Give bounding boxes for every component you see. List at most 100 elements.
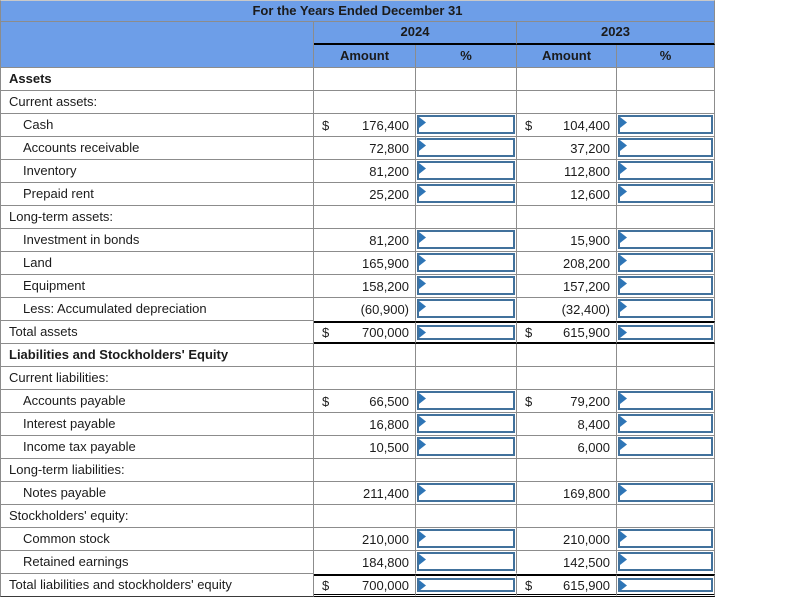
percent-input-box-2023[interactable] xyxy=(618,552,713,571)
percent-input-2024[interactable] xyxy=(419,531,513,546)
percent-input-2023[interactable] xyxy=(620,278,711,293)
percent-input-2023[interactable] xyxy=(620,163,711,178)
amount-value: 37,200 xyxy=(570,140,610,156)
percent-input-box-2024[interactable] xyxy=(417,115,515,134)
year-header-row: 2024 2023 xyxy=(0,22,715,45)
percent-input-box-2023[interactable] xyxy=(618,437,713,456)
percent-input-box-2024[interactable] xyxy=(417,483,515,502)
percent-input-box-2024[interactable] xyxy=(417,253,515,272)
percent-input-box-2023[interactable] xyxy=(618,578,713,592)
percent-input-2024[interactable] xyxy=(419,186,513,201)
row-label: Notes payable xyxy=(0,482,314,505)
percent-input-box-2023[interactable] xyxy=(618,161,713,180)
percent-input-box-2024[interactable] xyxy=(417,578,515,592)
percent-input-box-2024[interactable] xyxy=(417,437,515,456)
percent-input-2024[interactable] xyxy=(419,301,513,316)
percent-cell-2023 xyxy=(617,252,715,275)
percent-input-box-2024[interactable] xyxy=(417,138,515,157)
percent-input-2024[interactable] xyxy=(419,327,513,338)
percent-input-2023[interactable] xyxy=(620,531,711,546)
percent-input-box-2023[interactable] xyxy=(618,325,713,340)
amount-cell-2024: 210,000 xyxy=(314,528,416,551)
percent-input-box-2023[interactable] xyxy=(618,184,713,203)
percent-cell-2024 xyxy=(416,321,517,344)
percent-input-2023[interactable] xyxy=(620,416,711,431)
amount-cell-2023: 8,400 xyxy=(517,413,617,436)
percent-input-2024[interactable] xyxy=(419,416,513,431)
amount-value: 700,000 xyxy=(362,577,409,593)
amount-header-2024: Amount xyxy=(314,45,416,68)
percent-cell-2023 xyxy=(617,367,715,390)
amount-value: 104,400 xyxy=(563,117,610,133)
percent-input-2024[interactable] xyxy=(419,485,513,500)
percent-input-box-2024[interactable] xyxy=(417,184,515,203)
percent-cell-2024 xyxy=(416,160,517,183)
percent-cell-2024 xyxy=(416,482,517,505)
percent-cell-2023 xyxy=(617,91,715,114)
percent-input-2023[interactable] xyxy=(620,186,711,201)
percent-cell-2023 xyxy=(617,436,715,459)
percent-input-box-2024[interactable] xyxy=(417,230,515,249)
table-row: Notes payable 211,400 169,800 xyxy=(0,482,715,505)
amount-cell-2023: 157,200 xyxy=(517,275,617,298)
percent-input-box-2024[interactable] xyxy=(417,299,515,318)
percent-input-box-2024[interactable] xyxy=(417,325,515,340)
percent-input-2024[interactable] xyxy=(419,439,513,454)
percent-input-2024[interactable] xyxy=(419,580,513,590)
percent-cell-2024 xyxy=(416,206,517,229)
percent-input-2024[interactable] xyxy=(419,140,513,155)
amount-cell-2024: (60,900) xyxy=(314,298,416,321)
percent-input-2023[interactable] xyxy=(620,140,711,155)
percent-input-2023[interactable] xyxy=(620,117,711,132)
row-label: Retained earnings xyxy=(0,551,314,574)
percent-input-2023[interactable] xyxy=(620,327,711,338)
percent-input-2024[interactable] xyxy=(419,554,513,569)
percent-input-2024[interactable] xyxy=(419,232,513,247)
percent-input-2023[interactable] xyxy=(620,393,711,408)
amount-value: 66,500 xyxy=(369,393,409,409)
percent-input-2024[interactable] xyxy=(419,278,513,293)
percent-input-2023[interactable] xyxy=(620,255,711,270)
row-label: Long-term liabilities: xyxy=(0,459,314,482)
amount-cell-2024 xyxy=(314,344,416,367)
percent-input-box-2023[interactable] xyxy=(618,483,713,502)
amount-value: 211,400 xyxy=(362,485,409,501)
percent-input-box-2023[interactable] xyxy=(618,138,713,157)
percent-input-box-2024[interactable] xyxy=(417,391,515,410)
percent-input-2023[interactable] xyxy=(620,439,711,454)
percent-input-box-2023[interactable] xyxy=(618,230,713,249)
table-row: Current assets: xyxy=(0,91,715,114)
amount-value: 184,800 xyxy=(362,554,409,570)
percent-input-2024[interactable] xyxy=(419,255,513,270)
percent-input-box-2024[interactable] xyxy=(417,552,515,571)
percent-cell-2023 xyxy=(617,229,715,252)
percent-input-2023[interactable] xyxy=(620,232,711,247)
percent-input-box-2023[interactable] xyxy=(618,414,713,433)
table-row: Equipment 158,200 157,200 xyxy=(0,275,715,298)
percent-cell-2024 xyxy=(416,229,517,252)
percent-input-box-2024[interactable] xyxy=(417,414,515,433)
table-title: For the Years Ended December 31 xyxy=(0,0,715,22)
percent-input-box-2024[interactable] xyxy=(417,276,515,295)
percent-input-2023[interactable] xyxy=(620,554,711,569)
percent-input-box-2023[interactable] xyxy=(618,299,713,318)
percent-input-2023[interactable] xyxy=(620,301,711,316)
amount-value: 12,600 xyxy=(570,186,610,202)
percent-input-box-2023[interactable] xyxy=(618,115,713,134)
percent-input-2023[interactable] xyxy=(620,580,711,590)
percent-input-2024[interactable] xyxy=(419,117,513,132)
percent-input-box-2023[interactable] xyxy=(618,529,713,548)
amount-cell-2023 xyxy=(517,367,617,390)
percent-input-box-2024[interactable] xyxy=(417,529,515,548)
percent-header-2024: % xyxy=(416,45,517,68)
percent-input-2024[interactable] xyxy=(419,393,513,408)
row-label: Prepaid rent xyxy=(0,183,314,206)
percent-input-box-2023[interactable] xyxy=(618,253,713,272)
percent-input-box-2023[interactable] xyxy=(618,276,713,295)
percent-input-2023[interactable] xyxy=(620,485,711,500)
row-label: Stockholders' equity: xyxy=(0,505,314,528)
percent-input-2024[interactable] xyxy=(419,163,513,178)
percent-input-box-2023[interactable] xyxy=(618,391,713,410)
percent-input-box-2024[interactable] xyxy=(417,161,515,180)
row-label: Inventory xyxy=(0,160,314,183)
